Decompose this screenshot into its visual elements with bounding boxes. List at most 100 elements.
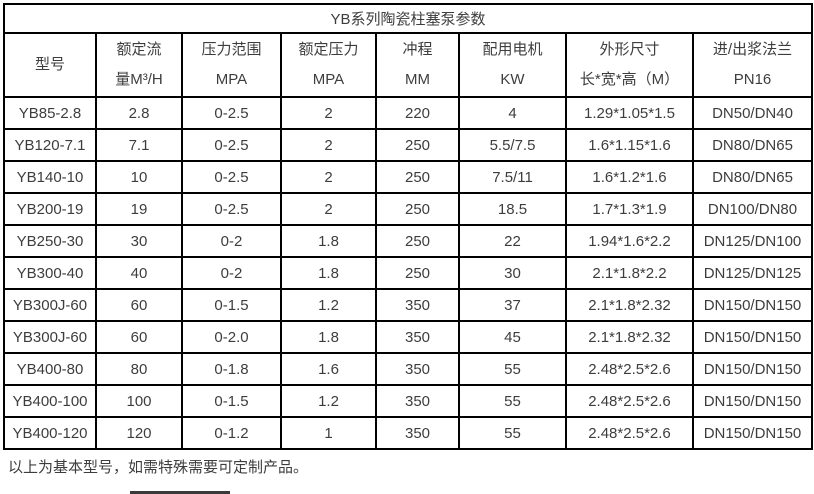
cell: 1.29*1.05*1.5	[565, 96, 694, 130]
cell: 220	[375, 96, 460, 130]
cell: 1.7*1.3*1.9	[565, 192, 694, 226]
table-row: YB120-7.1 7.1 0-2.5 2 250 5.5/7.5 1.6*1.15*1.6…	[3, 128, 814, 162]
cell: DN80/DN65	[691, 128, 814, 162]
cell: 0-1.5	[181, 384, 282, 418]
cell: DN150/DN150	[691, 352, 814, 386]
cell: 5.5/7.5	[458, 128, 567, 162]
title-row: YB系列陶瓷柱塞泵参数	[2, 3, 814, 34]
cell: 1.94*1.6*2.2	[565, 224, 694, 258]
cell: 0-2.5	[181, 128, 282, 162]
cell: 2.1*1.8*2.32	[565, 320, 694, 354]
cell: YB120-7.1	[3, 128, 97, 162]
column-header-line1: 外形尺寸	[599, 41, 660, 58]
table-row: YB250-30 30 0-2 1.8 250 22 1.94*1.6*2.2 DN125/D…	[3, 224, 814, 258]
table-row: YB400-120 120 0-1.2 1 350 55 2.48*2.5*2.6 DN150…	[3, 416, 814, 450]
cell: DN50/DN40	[691, 96, 814, 130]
cell: 350	[375, 352, 460, 386]
column-header-line1: 配用电机	[482, 41, 543, 58]
cell: 40	[95, 256, 183, 290]
table-row: YB400-80 80 0-1.8 1.6 350 55 2.48*2.5*2.6 DN150…	[3, 352, 814, 386]
cell: 0-2.5	[181, 160, 282, 194]
cell: 2	[280, 160, 377, 194]
cell: 1.6*1.2*1.6	[565, 160, 694, 194]
cell: DN100/DN80	[691, 192, 814, 226]
cell: 80	[95, 352, 183, 386]
cell: 250	[375, 224, 460, 258]
cell: 22	[458, 224, 567, 258]
cell: 0-2.0	[181, 320, 282, 354]
cell: 0-1.2	[181, 416, 282, 450]
table-row: YB300J-60 60 0-2.0 1.8 350 45 2.1*1.8*2.32 DN15…	[3, 320, 814, 354]
cell: 55	[458, 384, 567, 418]
column-header-line2: KW	[500, 71, 525, 88]
cell: 1.6*1.15*1.6	[565, 128, 694, 162]
cell: 1.6	[280, 352, 377, 386]
cell: 350	[375, 384, 460, 418]
cell: 4	[458, 96, 567, 130]
cell: 1.8	[280, 256, 377, 290]
cell: DN80/DN65	[691, 160, 814, 194]
cell: 2.1*1.8*2.32	[565, 288, 694, 322]
column-header-line1: 进/出浆法兰	[712, 41, 793, 58]
column-header-line2: PN16	[733, 71, 772, 88]
table-row: YB85-2.8 2.8 0-2.5 2 220 4 1.29*1.05*1.5 DN50/D…	[3, 96, 814, 130]
cell: 1.2	[280, 384, 377, 418]
cell: 1.8	[280, 320, 377, 354]
column-header: 压力范围 MPA	[181, 32, 282, 98]
cell: YB400-80	[3, 352, 97, 386]
cell: YB300J-60	[3, 288, 97, 322]
cell: 30	[458, 256, 567, 290]
cell: YB300J-60	[3, 320, 97, 354]
cell: 45	[458, 320, 567, 354]
cell: 2.8	[95, 96, 183, 130]
column-header: 额定压力 MPA	[280, 32, 377, 98]
cell: 18.5	[458, 192, 567, 226]
cell: 350	[375, 320, 460, 354]
cell: 250	[375, 256, 460, 290]
cell: 350	[375, 416, 460, 450]
cell: 0-2.5	[181, 192, 282, 226]
column-header-line1: 额定压力	[298, 41, 359, 58]
cell: YB140-10	[3, 160, 97, 194]
cell: 19	[95, 192, 183, 226]
cell: DN125/DN100	[691, 224, 814, 258]
column-header-line1: 额定流	[116, 41, 162, 58]
cell: 250	[375, 160, 460, 194]
cell: 55	[458, 416, 567, 450]
pump-spec-table: YB系列陶瓷柱塞泵参数 型号 额定流 量M³/H 压力范围 MPA 额定压力 MPA 冲程 MM…	[2, 3, 814, 450]
cell: 37	[458, 288, 567, 322]
cell: 2	[280, 128, 377, 162]
column-header-line2: MPA	[215, 71, 248, 88]
cell: 55	[458, 352, 567, 386]
cell: DN150/DN150	[691, 416, 814, 450]
cell: 0-2	[181, 256, 282, 290]
cell: 1.2	[280, 288, 377, 322]
cell: 250	[375, 128, 460, 162]
cell: 120	[95, 416, 183, 450]
cell: 7.5/11	[458, 160, 567, 194]
cell: 2.48*2.5*2.6	[565, 416, 694, 450]
cell: DN150/DN150	[691, 384, 814, 418]
cell: YB250-30	[3, 224, 97, 258]
footer-note: 以上为基本型号，如需特殊需要可定制产品。	[8, 459, 309, 476]
cell: 1	[280, 416, 377, 450]
cell: 10	[95, 160, 183, 194]
cell: 100	[95, 384, 183, 418]
cell: 250	[375, 192, 460, 226]
column-header: 进/出浆法兰 PN16	[691, 32, 814, 98]
cell: YB400-120	[3, 416, 97, 450]
column-header-line2: MM	[405, 71, 430, 88]
table-row: YB200-19 19 0-2.5 2 250 18.5 1.7*1.3*1.9 DN100/…	[3, 192, 814, 226]
cell: 60	[95, 288, 183, 322]
cell: 350	[375, 288, 460, 322]
column-header: 额定流 量M³/H	[95, 32, 183, 98]
cell: 0-2.5	[181, 96, 282, 130]
table-row: YB400-100 100 0-1.5 1.2 350 55 2.48*2.5*2.6 DN1…	[3, 384, 814, 418]
table-title: YB系列陶瓷柱塞泵参数	[2, 3, 814, 34]
cell: YB300-40	[3, 256, 97, 290]
cell: 0-1.5	[181, 288, 282, 322]
cell: 0-1.8	[181, 352, 282, 386]
table-body: YB85-2.8 2.8 0-2.5 2 220 4 1.29*1.05*1.5 DN50/D…	[3, 96, 814, 450]
cell: YB200-19	[3, 192, 97, 226]
